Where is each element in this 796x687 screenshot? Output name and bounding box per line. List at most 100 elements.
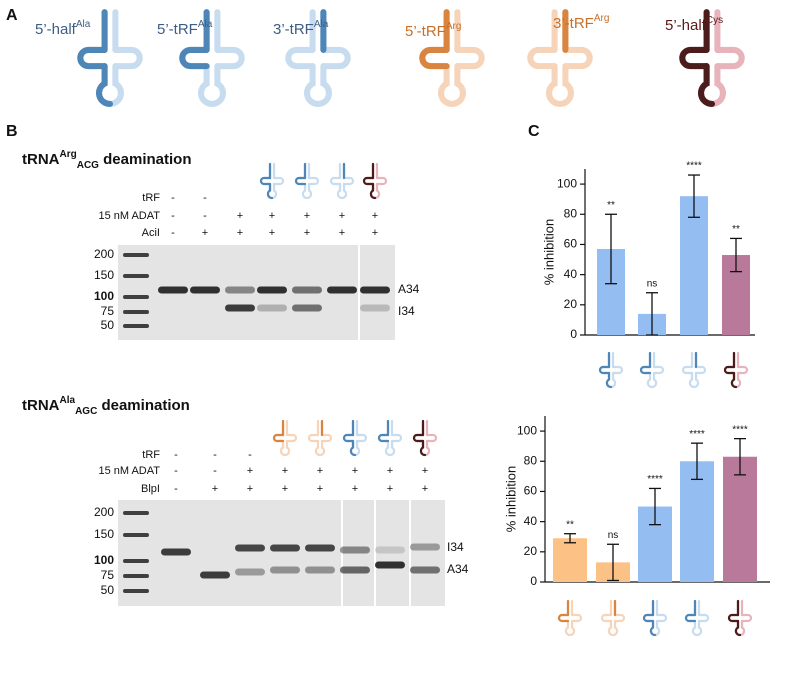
trf-label: 3’-tRFAla [273,19,329,38]
ladder-band [123,274,149,278]
trna-strand [438,63,456,107]
gel-band [305,566,335,574]
gel-band [161,548,191,556]
ladder-label: 50 [101,318,115,332]
trna-fragment [419,46,450,70]
trna-strand [692,371,700,389]
trf-name: 3’-tRF [553,15,594,32]
lane-sign: - [174,465,178,477]
trna-strand [653,619,661,637]
trna-strand [301,182,309,200]
trna-fragment [639,365,652,375]
trna-strand [384,439,392,457]
trna-strand [285,433,298,443]
trna-strand [340,182,348,200]
trna-strand [546,63,564,107]
trna-fragment [605,371,613,389]
trna-icon [179,9,245,107]
y-axis-label: % inhibition [541,219,556,286]
trna-strand [373,182,381,200]
significance-label: ** [607,200,615,211]
gel-band [292,304,322,312]
trna-fragment [419,439,427,457]
trf-label: 5’-halfCys [665,15,723,34]
trna-fragment [266,182,274,200]
trna-fragment [679,46,710,70]
trna-strand [198,63,216,107]
lane-sign: + [304,210,310,222]
y-tick-label: 20 [524,544,538,558]
error-bar [691,442,703,481]
trna-fragment [723,365,736,375]
trf-superscript: Ala [76,19,91,30]
gel-band [340,566,370,574]
gel-band [360,304,390,312]
error-bar [646,292,658,336]
gel-band [327,286,357,294]
trna-strand [611,619,619,637]
gel-band [257,304,287,312]
lane-sign: + [422,465,428,477]
ladder-label: 100 [94,289,114,303]
gel-title-rest: deamination [97,397,190,414]
lane-sign: + [212,483,218,495]
trna-strand [320,46,351,70]
trna-strand [304,63,322,107]
trna-fragment [272,433,285,443]
lane-sign: + [282,465,288,477]
lane-sign: - [171,192,175,204]
gel-title-rest: deamination [99,151,192,168]
trna-icon [727,599,753,637]
y-tick-label: 100 [557,176,577,190]
row-label: tRF [142,449,160,461]
significance-label: ns [608,530,619,541]
trna-strand [208,63,226,107]
trna-strand [285,46,316,70]
trna-strand [320,433,333,443]
gel-band [270,566,300,574]
trna-strand [708,63,726,107]
gel-band [340,546,370,554]
trna-fragment [77,46,108,70]
gel-band [225,304,255,312]
trna-strand [714,46,745,70]
trna-icon [272,419,298,457]
lane-sign: + [387,483,393,495]
bar [553,538,587,582]
lane-sign: + [304,227,310,239]
lane-sign: - [174,449,178,461]
trna-icon [419,9,485,107]
trna-strand [106,63,124,107]
error-bar [607,543,619,582]
y-tick-label: 20 [564,297,578,311]
trna-fragment [412,433,425,443]
trna-strand [609,371,617,389]
gel-band [225,286,255,294]
significance-label: **** [732,424,748,435]
panel-label: A [6,7,18,24]
trna-strand [353,439,361,457]
trf-label: 5’-tRFArg [405,21,461,40]
lane-sign: + [282,483,288,495]
ladder-band [123,533,149,537]
gel-band [360,286,390,294]
gel-band [305,544,335,552]
gel-title-main: tRNA [22,151,60,168]
trna-strand [279,439,287,457]
trna-icon [342,419,368,457]
trna-icon [598,351,624,389]
significance-label: **** [686,161,702,172]
trna-strand [390,433,403,443]
gel-title: tRNAArgACG deamination [22,149,191,171]
trna-icon [639,351,665,389]
trna-fragment [598,365,611,375]
lane-sign: + [237,227,243,239]
trna-strand [570,613,583,623]
gel-title-sub: ACG [77,160,99,171]
lane-sign: - [213,465,217,477]
trna-icon [259,162,285,200]
error-bar [730,237,742,273]
trna-strand [375,176,388,186]
row-label: 15 nM ADAT [98,465,160,477]
